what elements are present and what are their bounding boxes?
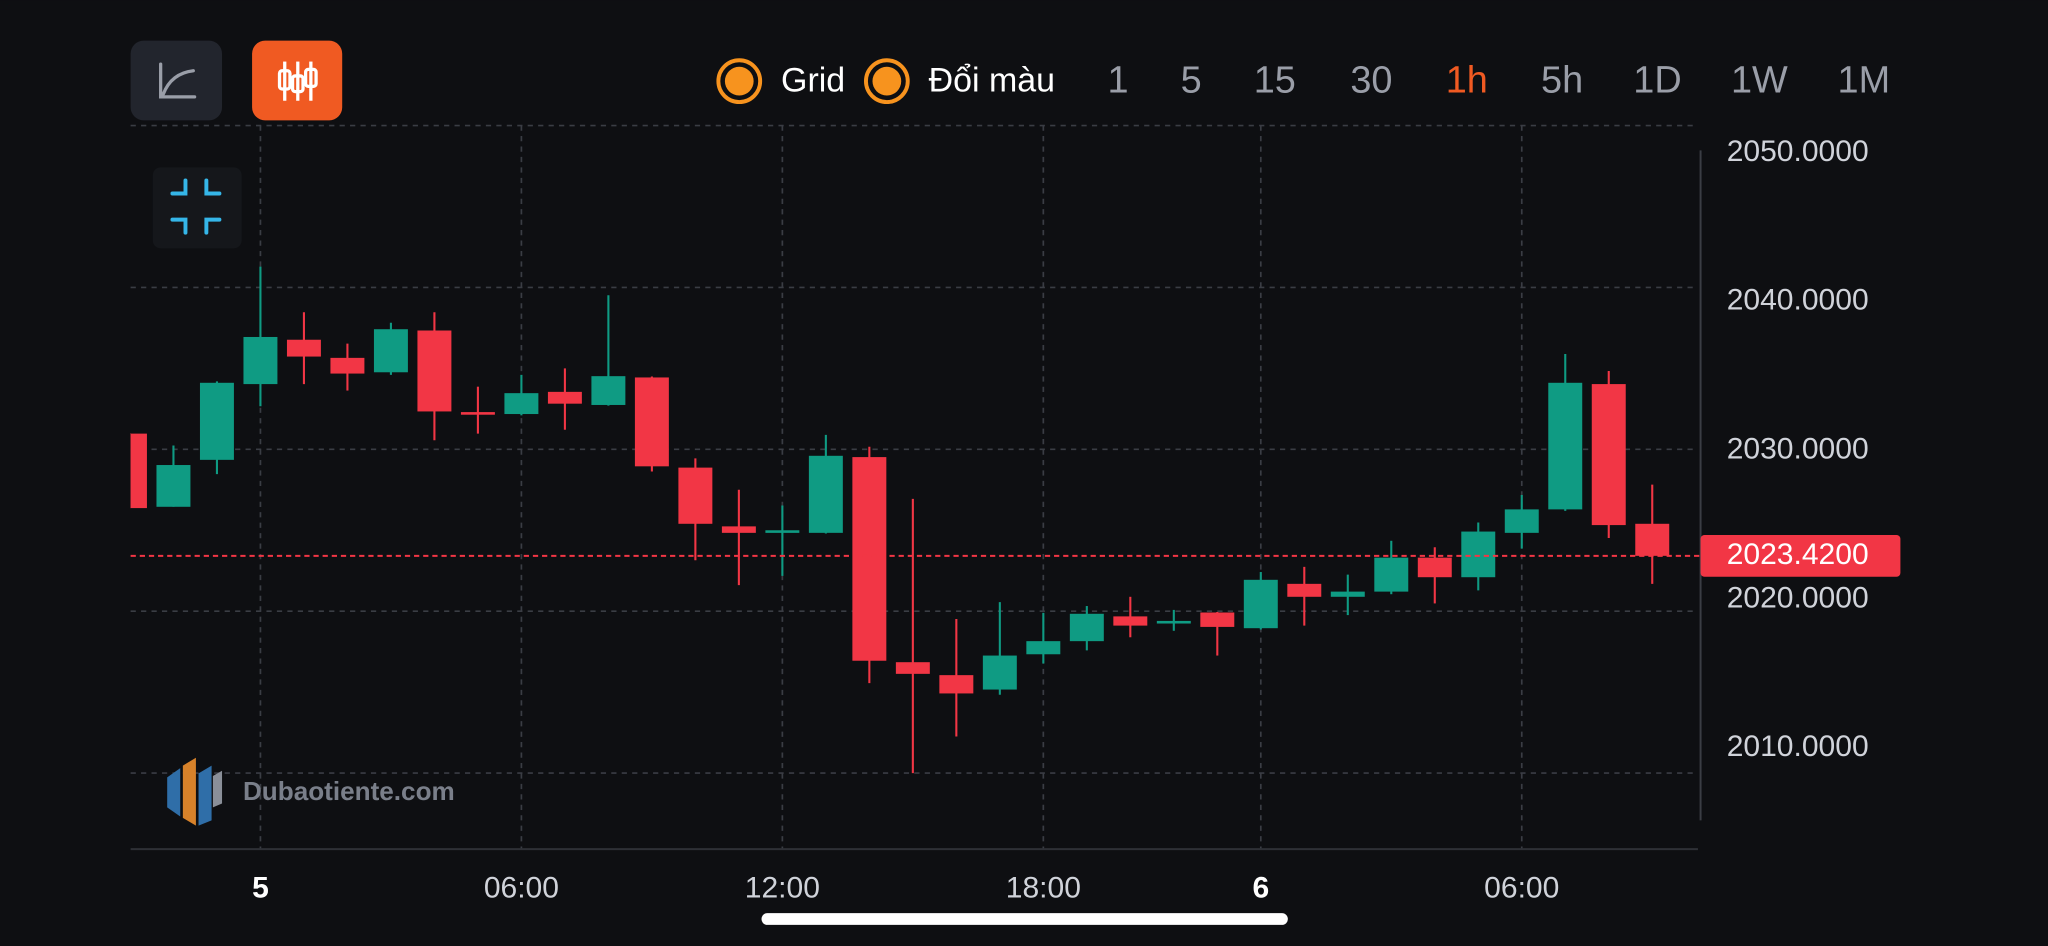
interval-option[interactable]: 1D (1633, 59, 1681, 101)
button-bg (152, 167, 242, 249)
candle-body (1113, 616, 1148, 626)
x-tick-label: 06:00 (1484, 872, 1559, 905)
candle-icon (277, 61, 318, 101)
y-tick-label: 2030.0000 (1727, 433, 1869, 466)
radio-ring (863, 58, 910, 105)
candle-body (460, 412, 495, 415)
current-price-tag (1700, 534, 1901, 577)
line-chart-button[interactable] (130, 40, 223, 121)
color-toggle[interactable]: Đổi màu (863, 58, 1055, 105)
candle-body (939, 675, 974, 694)
y-axis: 2050.0000 2040.0000 2030.0000 2020.0000 2010… (1727, 135, 1869, 763)
current-price-label: 2023.4200 (1727, 538, 1869, 571)
x-tick-label: 12:00 (745, 872, 820, 905)
x-tick-label: 06:00 (484, 872, 559, 905)
y-tick-label: 2020.0000 (1727, 581, 1869, 614)
candle-body (286, 339, 321, 357)
x-tick-label: 18:00 (1006, 872, 1081, 905)
candle-body (852, 457, 887, 661)
candle-body (1504, 509, 1539, 533)
candle-body (1026, 641, 1061, 655)
candle-body (199, 382, 234, 460)
candle-body (547, 391, 582, 404)
candle-body (982, 655, 1017, 690)
x-axis: 5 06:00 12:00 18:00 6 06:00 (252, 872, 1559, 905)
candle-body (895, 662, 930, 674)
plot-area (130, 266, 1670, 774)
home-indicator (761, 913, 1288, 925)
candle-body (1591, 384, 1626, 526)
logo-part (198, 765, 212, 826)
candle-body (504, 393, 539, 415)
y-tick-label: 2010.0000 (1727, 730, 1869, 763)
fullscreen-exit-button[interactable] (152, 167, 242, 249)
candle-body (330, 357, 365, 374)
radio-ring (716, 58, 763, 105)
candle-body (130, 433, 147, 509)
y-tick-label: 2040.0000 (1727, 284, 1869, 317)
candle-body (1156, 620, 1191, 624)
candle-body (156, 465, 191, 507)
candle-body (1069, 613, 1104, 642)
candle-body (765, 530, 800, 533)
y-tick-label: 2050.0000 (1727, 135, 1869, 168)
candle-chart-button[interactable] (252, 40, 343, 121)
candle-body (243, 336, 278, 385)
interval-selector: 1 5 15 30 1h 5h 1D 1W 1M (1108, 59, 1891, 101)
current-price: 2023.4200 (130, 534, 1901, 577)
candle-body (1200, 612, 1235, 627)
option-label: Đổi màu (929, 61, 1055, 99)
grid (130, 124, 1698, 850)
candle-body (721, 526, 756, 533)
x-tick-label: 5 (252, 872, 269, 905)
x-tick-label: 6 (1252, 872, 1269, 905)
candle-body (1243, 579, 1278, 629)
candle-body (1417, 557, 1452, 578)
interval-option[interactable]: 1M (1838, 59, 1891, 101)
interval-option[interactable]: 1 (1108, 59, 1129, 101)
candle-body (1461, 531, 1496, 578)
candle-body (1374, 557, 1409, 592)
grid-toggle[interactable]: Grid (716, 58, 845, 105)
candle-body (591, 376, 626, 405)
logo-part (167, 768, 181, 817)
candle-body (1330, 591, 1365, 597)
radio-dot (872, 66, 902, 96)
logo-part (212, 770, 223, 808)
candle-body (634, 377, 669, 467)
candle-body (417, 330, 452, 412)
candle-body (373, 329, 408, 373)
candle-body (1635, 523, 1670, 556)
line-icon (159, 62, 197, 99)
candle-body (1287, 583, 1322, 597)
interval-option[interactable]: 30 (1350, 59, 1392, 101)
watermark: Dubaotiente.com (167, 757, 455, 826)
candle-body (808, 455, 843, 533)
interval-option[interactable]: 1W (1731, 59, 1788, 101)
interval-option[interactable]: 1h (1446, 59, 1488, 101)
interval-option[interactable]: 5 (1181, 59, 1202, 101)
candle-body (678, 467, 713, 524)
candle-body (1548, 382, 1583, 510)
interval-option[interactable]: 5h (1541, 59, 1583, 101)
interval-option[interactable]: 15 (1254, 59, 1296, 101)
radio-dot (724, 66, 754, 96)
button-bg (130, 40, 223, 121)
watermark-text: Dubaotiente.com (243, 776, 455, 806)
collapse-icon (170, 178, 222, 235)
logo-part (182, 757, 196, 826)
option-label: Grid (781, 61, 845, 99)
